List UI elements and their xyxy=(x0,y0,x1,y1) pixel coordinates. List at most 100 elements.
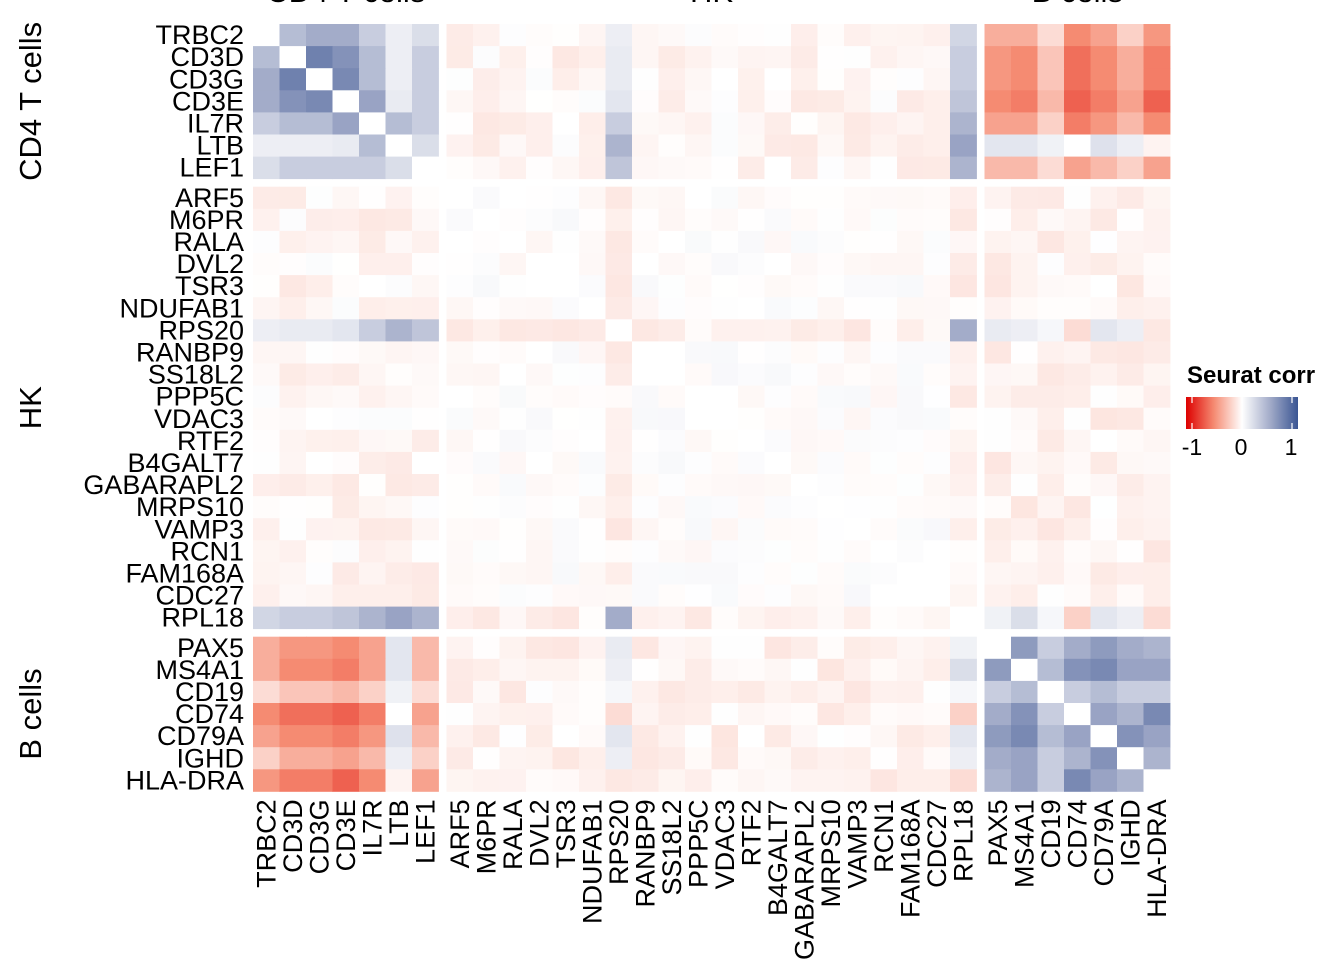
heatmap-cell-CD79A-RPS20 xyxy=(605,725,633,748)
heatmap-cell-RANBP9-IGHD xyxy=(1117,341,1144,364)
heatmap-cell-SS18L2-ARF5 xyxy=(446,363,474,386)
heatmap-cell-FAM168A-CD79A xyxy=(1090,562,1118,585)
heatmap-cell-HLA-DRA-LEF1 xyxy=(412,769,439,792)
heatmap-cell-CD3D-RTF2 xyxy=(738,46,765,69)
heatmap-cell-MS4A1-B4GALT7 xyxy=(764,658,792,682)
heatmap-cell-RTF2-RTF2 xyxy=(738,429,765,453)
heatmap-cell-PPP5C-CD19 xyxy=(1037,385,1065,409)
heatmap-cell-LTB-IL7R xyxy=(359,134,386,157)
heatmap-cell-RALA-CD3G xyxy=(306,230,333,254)
heatmap-cell-CD3E-CD19 xyxy=(1037,90,1065,113)
heatmap-cell-CD74-IGHD xyxy=(1117,703,1144,726)
heatmap-cell-M6PR-CD79A xyxy=(1090,208,1118,232)
heatmap-cell-DVL2-RTF2 xyxy=(738,253,765,276)
heatmap-cell-MRPS10-GABARAPL2 xyxy=(791,496,818,519)
heatmap-cell-RPL18-IGHD xyxy=(1117,606,1144,630)
heatmap-cell-CD74-SS18L2 xyxy=(658,703,686,726)
heatmap-cell-CD79A-CD3D xyxy=(279,725,307,748)
heatmap-cell-RCN1-CD74 xyxy=(1064,540,1091,563)
heatmap-cell-RALA-RPL18 xyxy=(950,230,977,254)
row-label-CDC27: CDC27 xyxy=(155,581,244,611)
heatmap-cell-CD19-VAMP3 xyxy=(844,680,871,704)
heatmap-cell-CD3E-IL7R xyxy=(359,90,386,113)
heatmap-cell-RCN1-TSR3 xyxy=(552,540,580,563)
heatmap-cell-CD79A-MS4A1 xyxy=(1011,725,1038,748)
heatmap-cell-MRPS10-PAX5 xyxy=(984,496,1012,519)
heatmap-cell-CD3E-RANBP9 xyxy=(632,90,659,113)
heatmap-cell-LTB-CD3D xyxy=(279,134,307,157)
heatmap-cell-PPP5C-MRPS10 xyxy=(817,385,845,409)
heatmap-cell-IGHD-TRBC2 xyxy=(253,747,280,770)
heatmap-cell-RANBP9-DVL2 xyxy=(526,341,553,364)
heatmap-cell-ARF5-CD79A xyxy=(1090,186,1118,210)
heatmap-cell-IL7R-LTB xyxy=(385,112,413,135)
heatmap-cell-RPL18-MRPS10 xyxy=(817,606,845,630)
heatmap-cell-PPP5C-TSR3 xyxy=(552,385,580,409)
heatmap-cell-PPP5C-RANBP9 xyxy=(632,385,659,409)
heatmap-cell-RPL18-IL7R xyxy=(359,606,386,630)
heatmap-cell-RPL18-CD74 xyxy=(1064,606,1091,630)
heatmap-cell-TSR3-DVL2 xyxy=(526,275,553,298)
heatmap-cell-RALA-CD79A xyxy=(1090,230,1118,254)
heatmap-cell-PAX5-DVL2 xyxy=(526,636,553,660)
heatmap-cell-MS4A1-CD74 xyxy=(1064,658,1091,682)
heatmap-cell-VDAC3-VAMP3 xyxy=(844,407,871,431)
heatmap-cell-VAMP3-CD19 xyxy=(1037,518,1065,541)
heatmap-cell-FAM168A-VAMP3 xyxy=(844,562,871,585)
heatmap-cell-MRPS10-RPL18 xyxy=(950,496,977,519)
heatmap-cell-ARF5-CD3D xyxy=(279,186,307,210)
heatmap-cell-MRPS10-CD19 xyxy=(1037,496,1065,519)
heatmap-cell-B4GALT7-CD3E xyxy=(332,451,360,475)
heatmap-cell-VAMP3-B4GALT7 xyxy=(764,518,792,541)
heatmap-cell-SS18L2-CD79A xyxy=(1090,363,1118,386)
heatmap-cell-IGHD-CD19 xyxy=(1037,747,1065,770)
row-label-IL7R: IL7R xyxy=(187,108,244,138)
heatmap-cell-CD3E-VDAC3 xyxy=(711,90,739,113)
heatmap-cell-LTB-SS18L2 xyxy=(658,134,686,157)
heatmap-cell-CD19-MS4A1 xyxy=(1011,680,1038,704)
heatmap-cell-TRBC2-IGHD xyxy=(1117,24,1144,47)
heatmap-cell-CD79A-SS18L2 xyxy=(658,725,686,748)
heatmap-cell-PPP5C-PAX5 xyxy=(984,385,1012,409)
heatmap-cell-GABARAPL2-CD19 xyxy=(1037,474,1065,497)
heatmap-cell-CD3E-NDUFAB1 xyxy=(579,90,606,113)
row-group-labels: CD4 T cells HK B cells xyxy=(13,22,48,760)
heatmap-cell-SS18L2-RCN1 xyxy=(870,363,898,386)
heatmap-cell-RANBP9-CD3G xyxy=(306,341,333,364)
heatmap-cell-M6PR-NDUFAB1 xyxy=(579,208,606,232)
heatmap-cell-DVL2-CD79A xyxy=(1090,253,1118,276)
heatmap-cell-CD19-PPP5C xyxy=(685,680,712,704)
column-label-TRBC2: TRBC2 xyxy=(251,799,281,888)
heatmap-cell-CD19-MRPS10 xyxy=(817,680,845,704)
heatmap-cell-LTB-GABARAPL2 xyxy=(791,134,818,157)
heatmap-cell-RPS20-DVL2 xyxy=(526,319,553,342)
heatmap-cell-PAX5-IL7R xyxy=(359,636,386,660)
heatmap-cell-IL7R-IL7R xyxy=(359,112,386,135)
heatmap-cell-DVL2-MS4A1 xyxy=(1011,253,1038,276)
heatmap-cell-PAX5-MS4A1 xyxy=(1011,636,1038,660)
heatmap-cell-TRBC2-VAMP3 xyxy=(844,24,871,47)
heatmap-cell-TSR3-RPS20 xyxy=(605,275,633,298)
heatmap-cell-RPL18-RALA xyxy=(499,606,527,630)
heatmap-cell-LTB-B4GALT7 xyxy=(764,134,792,157)
heatmap-cell-DVL2-RCN1 xyxy=(870,253,898,276)
heatmap-cell-TRBC2-SS18L2 xyxy=(658,24,686,47)
heatmap-cell-GABARAPL2-RPS20 xyxy=(605,474,633,497)
heatmap-cell-LTB-PPP5C xyxy=(685,134,712,157)
heatmap-cell-CD74-LTB xyxy=(385,703,413,726)
heatmap-cell-VDAC3-PPP5C xyxy=(685,407,712,431)
heatmap-cell-RALA-FAM168A xyxy=(897,230,924,254)
heatmap-cell-CD3D-M6PR xyxy=(473,46,500,69)
heatmap-cell-CD79A-DVL2 xyxy=(526,725,553,748)
heatmap-cell-RTF2-CD3D xyxy=(279,429,307,453)
heatmap-cell-HLA-DRA-M6PR xyxy=(473,769,500,792)
heatmap-cell-LTB-VDAC3 xyxy=(711,134,739,157)
heatmap-cell-RANBP9-PAX5 xyxy=(984,341,1012,364)
heatmap-cell-HLA-DRA-HLA-DRA xyxy=(1143,769,1171,792)
heatmap-cell-RPS20-CD74 xyxy=(1064,319,1091,342)
heatmap-cell-FAM168A-CD19 xyxy=(1037,562,1065,585)
heatmap-cell-VAMP3-RALA xyxy=(499,518,527,541)
heatmap-cell-IL7R-ARF5 xyxy=(446,112,474,135)
heatmap-cell-VAMP3-FAM168A xyxy=(897,518,924,541)
